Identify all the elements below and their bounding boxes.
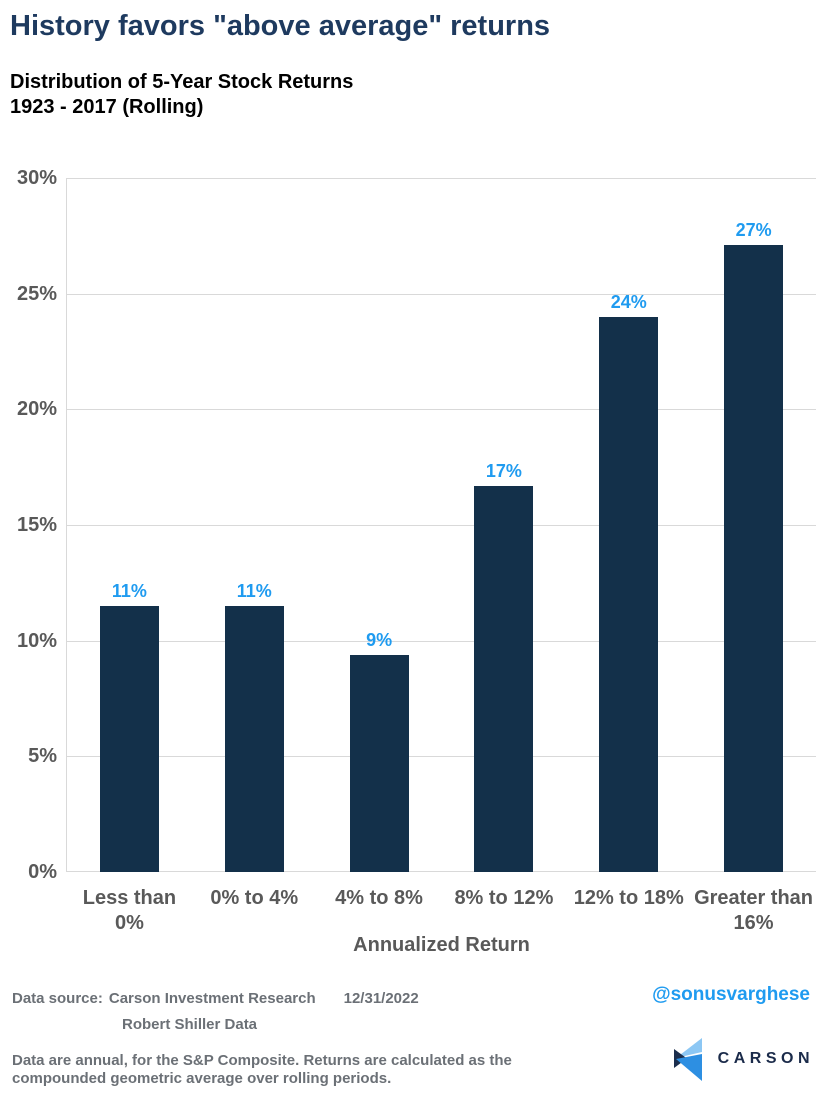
carson-brand-name: CARSON [717,1050,814,1067]
data-source-name: Carson Investment Research [108,990,316,1007]
bar-value-label: 9% [366,629,393,650]
y-axis-tick-label: 15% [16,514,57,536]
gridline [67,409,816,411]
x-axis-tick-label: 0% to 4% [210,887,299,909]
bar-Greater than 16% [724,245,784,872]
bar-slot: 24% [599,292,659,872]
social-handle: @sonusvarghese [652,984,810,1005]
bar-value-label: 27% [735,220,772,241]
page-title: History favors "above average" returns [10,10,551,42]
y-axis-tick-label: 30% [16,167,57,189]
bar-Less than 0% [99,605,159,872]
x-axis-tick-label: 4% to 8% [335,887,423,909]
data-source-date: 12/31/2022 [343,990,419,1007]
gridline [67,178,816,179]
bar-value-label: 11% [111,580,147,601]
x-axis-tick-label: 12% to 18% [573,887,684,909]
data-source-block: Data source: Carson Investment Research 12… [12,986,419,1038]
data-source-label: Data source: [12,990,103,1007]
bar-slot: 17% [474,461,534,872]
x-axis-tick-label: Greater than 16% [694,887,814,934]
x-axis-tick-label: 8% to 12% [454,887,554,909]
carson-brand: CARSON [673,1036,810,1082]
y-axis-tick-label: 20% [16,398,57,421]
bar-slot: 11% [99,581,159,872]
y-axis-tick-label: 25% [16,282,57,305]
gridline [67,871,816,872]
data-source-line2: Robert Shiller Data [122,1016,258,1033]
bar-0% to 4% [224,605,284,872]
chart-subtitle: Distribution of 5-Year Stock Returns 192… [10,70,353,120]
gridline [67,525,816,526]
disclaimer-text: Data are annual, for the S&P Composite. … [12,1052,512,1087]
x-axis-title: Annualized Return [353,934,530,956]
bar-slot: 9% [349,630,409,872]
chart-subtitle-line2: 1923 - 2017 (Rolling) [10,96,204,118]
gridline [67,640,816,642]
bar-chart-plot-area: Annualized Return 30% 25% 20% 15% 10% 5% 0% 11%… [17,168,816,956]
bar-12% to 18% [599,316,659,872]
gridline [67,756,816,758]
bar-8% to 12% [474,485,534,872]
y-axis-tick-label: 10% [16,629,57,652]
chart-subtitle-line1: Distribution of 5-Year Stock Returns [10,71,354,93]
carson-logo-icon [673,1038,702,1081]
bar-slot: 27% [724,220,784,872]
x-axis-tick-label: Less than 0% [82,887,177,934]
bar-slot: 11% [224,581,284,872]
bar-value-label: 11% [236,580,272,601]
y-axis-tick-label: 5% [28,745,57,768]
data-source-line1: Data source: Carson Investment Research 12… [12,986,419,1012]
y-axis-tick-label: 0% [28,861,57,883]
bar-4% to 8% [349,654,409,872]
bar-value-label: 17% [485,460,522,481]
bar-value-label: 24% [610,291,647,312]
gridline [67,293,816,295]
